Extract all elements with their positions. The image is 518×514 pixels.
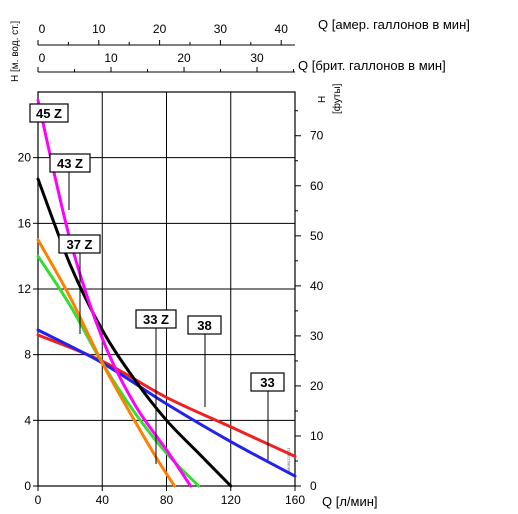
x-top-us-tick-label: 0: [39, 22, 46, 36]
curve-label-box: [29, 103, 69, 123]
curve-38: [36, 328, 297, 478]
y-left-tick-label: 4: [24, 413, 31, 427]
y-right-tick-label: 20: [310, 379, 324, 393]
curve-label-text: 45 Z: [36, 106, 62, 121]
curve-label-box: [58, 234, 101, 254]
x-bottom-tick-label: 80: [160, 493, 174, 507]
curve-37z: [36, 238, 176, 488]
y-axis-right-label: H: [317, 96, 328, 103]
y-right-tick-label: 70: [310, 129, 324, 143]
y-axis-left-label: H [м. вод. ст.]: [10, 21, 21, 82]
x-top-us-tick-label: 20: [153, 22, 167, 36]
y-axis-right-sublabel: [футы]: [331, 83, 343, 114]
curve-labels: 45 Z 43 Z 37 Z 33 Z 38 33: [29, 103, 285, 464]
curve-label-box: [187, 315, 222, 335]
axes: 0 40 80 120 160 0 4 8 12 16 20 0 10 20 30 40 0 10 20 30 0 10 2…: [18, 22, 324, 507]
curve-label-text: 33: [260, 375, 274, 390]
x-top-uk-tick-label: 0: [39, 51, 46, 65]
x-top-us-tick-label: 30: [214, 22, 228, 36]
y-left-tick-label: 12: [18, 282, 32, 296]
figure-code: 88080128_01: [286, 447, 291, 472]
x-bottom-tick-label: 160: [285, 493, 305, 507]
y-left-tick-label: 20: [18, 151, 32, 165]
y-right-tick-label: 10: [310, 429, 324, 443]
x-axis-top-uk-label: Q [брит. галлонов в мин]: [298, 58, 446, 73]
x-axis-bottom-label: Q [л/мин]: [322, 494, 378, 509]
curves: [36, 98, 297, 488]
x-top-uk-tick-label: 10: [104, 51, 118, 65]
y-right-tick-label: 30: [310, 329, 324, 343]
curve-label-text: 33 Z: [143, 312, 169, 327]
y-left-tick-label: 0: [24, 479, 31, 493]
x-top-uk-tick-label: 30: [250, 51, 264, 65]
curve-label-text: 43 Z: [57, 156, 83, 171]
x-top-us-tick-label: 40: [275, 22, 289, 36]
x-axis-top-us-label: Q [амер. галлонов в мин]: [318, 17, 470, 32]
grid-lines: [38, 92, 295, 486]
y-left-tick-label: 8: [24, 348, 31, 362]
x-bottom-tick-label: 120: [221, 493, 241, 507]
x-top-uk-tick-label: 20: [177, 51, 191, 65]
y-right-tick-label: 60: [310, 179, 324, 193]
y-right-tick-label: 50: [310, 229, 324, 243]
x-bottom-tick-label: 40: [96, 493, 110, 507]
y-right-tick-label: 40: [310, 279, 324, 293]
curve-label-box: [250, 372, 285, 392]
curve-label-text: 37 Z: [66, 237, 92, 252]
curve-43z: [36, 177, 233, 488]
x-bottom-tick-label: 0: [35, 493, 42, 507]
y-left-tick-label: 16: [18, 216, 32, 230]
y-right-tick-label: 0: [310, 479, 317, 493]
curve-label-box: [135, 309, 177, 329]
curve-label-box: [49, 153, 91, 173]
curve-45z: [36, 98, 193, 488]
curve-label-text: 38: [197, 318, 211, 333]
x-top-us-tick-label: 10: [92, 22, 106, 36]
